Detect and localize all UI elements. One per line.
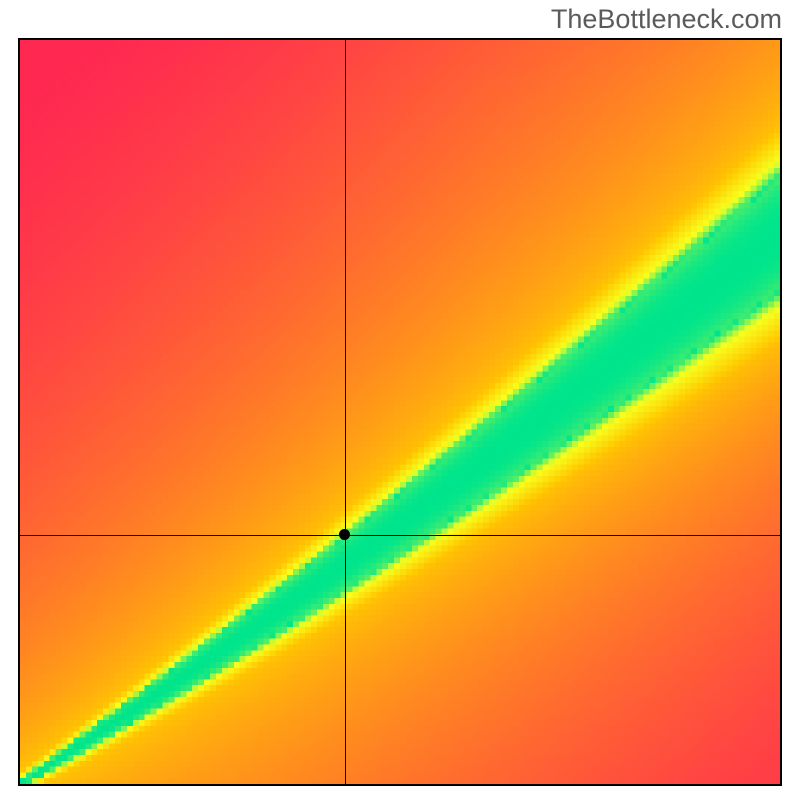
crosshair-vertical <box>345 40 346 784</box>
chart-container: TheBottleneck.com <box>0 0 800 800</box>
heatmap-canvas <box>20 40 780 784</box>
crosshair-horizontal <box>20 535 780 536</box>
watermark-text: TheBottleneck.com <box>551 4 782 35</box>
